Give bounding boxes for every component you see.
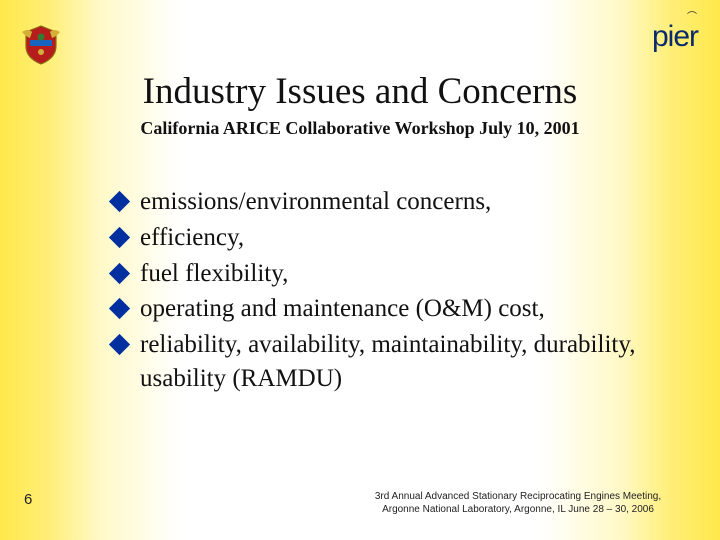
bullet-item: fuel flexibility, <box>112 257 660 291</box>
bullet-text: reliability, availability, maintainabili… <box>140 331 635 392</box>
bullet-list: emissions/environmental concerns, effici… <box>112 185 660 398</box>
pier-text: pier <box>652 20 698 54</box>
diamond-icon <box>109 298 130 319</box>
slide-subtitle: California ARICE Collaborative Workshop … <box>0 118 720 139</box>
bullet-item: efficiency, <box>112 221 660 255</box>
crest-logo <box>18 22 64 68</box>
bullet-text: efficiency, <box>140 224 244 251</box>
diamond-icon <box>109 191 130 212</box>
bullet-item: emissions/environmental concerns, <box>112 185 660 219</box>
bullet-text: operating and maintenance (O&M) cost, <box>140 295 545 322</box>
slide-title: Industry Issues and Concerns <box>0 70 720 113</box>
diamond-icon <box>109 227 130 248</box>
pier-logo: ⌒ pier <box>652 8 698 54</box>
page-number: 6 <box>24 491 32 508</box>
diamond-icon <box>109 334 130 355</box>
bullet-text: fuel flexibility, <box>140 260 288 287</box>
diamond-icon <box>109 262 130 283</box>
footer: 3rd Annual Advanced Stationary Reciproca… <box>348 491 688 516</box>
footer-line-1: 3rd Annual Advanced Stationary Reciproca… <box>375 491 661 502</box>
footer-line-2: Argonne National Laboratory, Argonne, IL… <box>382 504 654 515</box>
bullet-item: reliability, availability, maintainabili… <box>112 328 660 396</box>
bullet-text: emissions/environmental concerns, <box>140 188 491 215</box>
bullet-item: operating and maintenance (O&M) cost, <box>112 292 660 326</box>
